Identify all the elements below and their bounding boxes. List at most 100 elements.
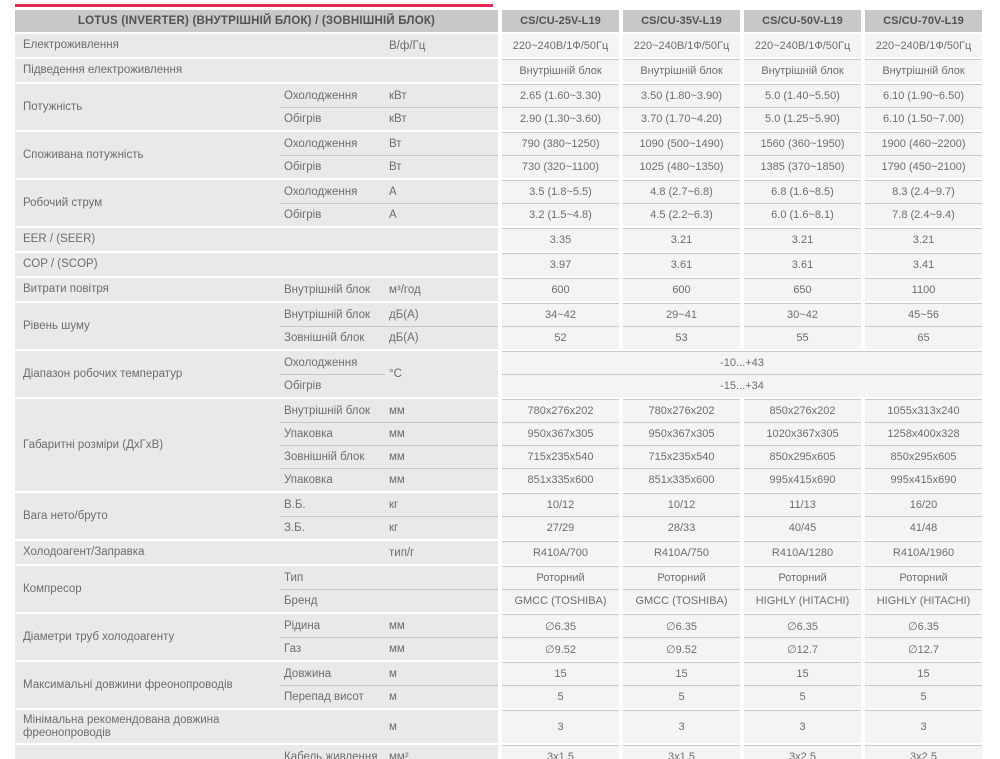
- cell-value: 3.21: [744, 228, 861, 251]
- cell-value: 3: [623, 710, 740, 743]
- cell-unit: Вт: [385, 155, 498, 178]
- table-row: Охолодження Вт 790 (380~1250) 1090 (500~149…: [280, 132, 983, 155]
- cell-value: 3.61: [744, 253, 861, 276]
- model-column-header-3: CS/CU-50V-L19: [744, 10, 861, 32]
- cell-value: ∅6.35: [502, 614, 619, 637]
- row-label: Споживана потужність: [15, 132, 280, 178]
- row-label: Рівень шуму: [15, 303, 280, 349]
- cell-value: 3.50 (1.80~3.90): [623, 84, 740, 107]
- cell-unit: м: [385, 662, 498, 685]
- cell-sub: З.Б.: [280, 516, 385, 539]
- table-row: Зовнішній блок дБ(А) 52 53 55 65: [280, 326, 983, 349]
- table-row: Зовнішній блок мм 715x235x540 715x235x540 85…: [280, 445, 983, 468]
- cell-unit: [385, 589, 498, 612]
- cell-value: 715x235x540: [502, 445, 619, 468]
- group-rows: тип/г R410A/700 R410A/750 R410A/1280 R410A/1…: [280, 541, 983, 564]
- table-group: Потужність Охолодження кВт 2.65 (1.60~3.30)…: [15, 84, 983, 130]
- group-rows: Кабель живленнямм²3x1.53x1.53x2.53x2.5Мі…: [280, 745, 983, 759]
- cell-value: 3.70 (1.70~4.20): [623, 107, 740, 130]
- cell-unit: м³/год: [385, 278, 498, 301]
- cell-unit: мм²: [385, 745, 498, 759]
- cell-value: ∅9.52: [502, 637, 619, 660]
- table-group: Діаметри труб холодоагенту Рідина мм ∅6.35 ∅…: [15, 614, 983, 660]
- cell-value: 10/12: [502, 493, 619, 516]
- column-gap: [498, 566, 502, 589]
- table-header: LOTUS (INVERTER) (ВНУТРІШНІЙ БЛОК) / (ЗО…: [15, 10, 983, 32]
- cell-value: 851x335x600: [623, 468, 740, 491]
- cell-sub: Бренд: [280, 589, 385, 612]
- table-group: Робочий струм Охолодження А 3.5 (1.8~5.5) 4.…: [15, 180, 983, 226]
- cell-unit: [385, 351, 498, 374]
- row-label: EER / (SEER): [15, 228, 280, 251]
- row-label: Діаметри труб холодоагенту: [15, 614, 280, 660]
- cell-value: Внутрішній блок: [502, 59, 619, 82]
- cell-value: 6.10 (1.90~6.50): [865, 84, 982, 107]
- cell-value-span: -10...+43: [502, 351, 982, 374]
- table-group: EER / (SEER) 3.35 3.21 3.21 3.21: [15, 228, 983, 251]
- cell-value: 1790 (450~2100): [865, 155, 982, 178]
- group-rows: Охолодження Вт 790 (380~1250) 1090 (500~149…: [280, 132, 983, 178]
- group-rows: Внутрішній блок Внутрішній блок Внутрішній…: [280, 59, 983, 82]
- cell-sub: Перепад висот: [280, 685, 385, 708]
- cell-value: GMCC (TOSHIBA): [623, 589, 740, 612]
- cell-value: 40/45: [744, 516, 861, 539]
- column-gap: [498, 662, 502, 685]
- row-label: Потужність: [15, 84, 280, 130]
- column-gap: [498, 374, 502, 397]
- cell-value: 11/13: [744, 493, 861, 516]
- cell-value: 5.0 (1.40~5.50): [744, 84, 861, 107]
- cell-value: 34~42: [502, 303, 619, 326]
- model-column-header-2: CS/CU-35V-L19: [623, 10, 740, 32]
- cell-value: 55: [744, 326, 861, 349]
- group-rows: Охолодження А 3.5 (1.8~5.5) 4.8 (2.7~6.8) 6.…: [280, 180, 983, 226]
- column-gap: [498, 468, 502, 491]
- cell-unit: кВт: [385, 107, 498, 130]
- column-gap: [498, 637, 502, 660]
- column-gap: [498, 541, 502, 564]
- column-gap: [498, 203, 502, 226]
- cell-value: 52: [502, 326, 619, 349]
- cell-sub: Охолодження: [280, 180, 385, 203]
- cell-value: ∅6.35: [623, 614, 740, 637]
- cell-value: 3x1.5: [623, 745, 740, 759]
- cell-value: Роторний: [865, 566, 982, 589]
- table-group: COP / (SCOP) 3.97 3.61 3.61 3.41: [15, 253, 983, 276]
- table-row: Бренд GMCC (TOSHIBA) GMCC (TOSHIBA) HIGHLY …: [280, 589, 983, 612]
- cell-unit: В/ф/Гц: [385, 34, 498, 57]
- column-gap: [498, 303, 502, 326]
- cell-value: Внутрішній блок: [744, 59, 861, 82]
- cell-value: 30~42: [744, 303, 861, 326]
- table-group: Витрати повітря Внутрішній блок м³/год 600 6…: [15, 278, 983, 301]
- cell-value: 995x415x690: [865, 468, 982, 491]
- column-gap: [498, 516, 502, 539]
- cell-sub: Газ: [280, 637, 385, 660]
- group-rows: В/ф/Гц 220~240В/1Ф/50Гц 220~240В/1Ф/50Гц 22…: [280, 34, 983, 57]
- table-group: Діапазон робочих температур Охолодження -1…: [15, 351, 983, 397]
- cell-value: Внутрішній блок: [865, 59, 982, 82]
- cell-value: 1020x367x305: [744, 422, 861, 445]
- row-label: Діапазон робочих температур: [15, 351, 280, 397]
- cell-value: 3: [744, 710, 861, 743]
- table-row: Кабель живлення мм² 3x1.5 3x1.5 3x2.5 3x2.5: [280, 745, 983, 759]
- cell-value: Внутрішній блок: [623, 59, 740, 82]
- cell-sub: Обігрів: [280, 155, 385, 178]
- cell-sub: В.Б.: [280, 493, 385, 516]
- cell-unit: мм: [385, 399, 498, 422]
- cell-value: 65: [865, 326, 982, 349]
- column-gap: [498, 493, 502, 516]
- group-rows: 3.97 3.61 3.61 3.41: [280, 253, 983, 276]
- table-row: Охолодження А 3.5 (1.8~5.5) 4.8 (2.7~6.8) 6.…: [280, 180, 983, 203]
- cell-value: ∅6.35: [865, 614, 982, 637]
- cell-value: 4.5 (2.2~6.3): [623, 203, 740, 226]
- cell-value: 220~240В/1Ф/50Гц: [865, 34, 982, 57]
- column-gap: [498, 228, 502, 251]
- cell-unit: А: [385, 203, 498, 226]
- table-group: Габаритні розміри (ДхГхВ) Внутрішній блок…: [15, 399, 983, 491]
- cell-unit: [385, 228, 498, 251]
- cell-sub: Рідина: [280, 614, 385, 637]
- table-group: Холодоагент/Заправка тип/г R410A/700 R410A/…: [15, 541, 983, 564]
- cell-value: 3.35: [502, 228, 619, 251]
- row-label: COP / (SCOP): [15, 253, 280, 276]
- group-rows: В.Б. кг 10/12 10/12 11/13 16/20 З.Б. кг 27/29 28/…: [280, 493, 983, 539]
